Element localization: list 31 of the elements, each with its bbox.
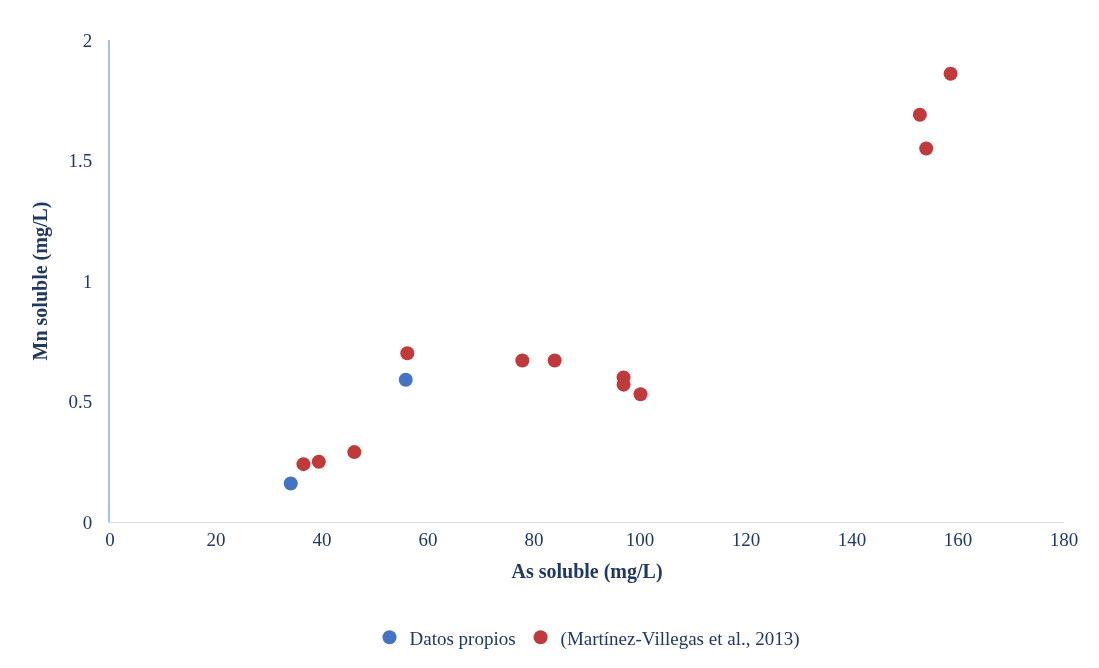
x-tick-label: 120: [731, 528, 761, 550]
point: [943, 66, 958, 81]
x-tick-label: 160: [943, 528, 973, 550]
point: [296, 457, 311, 472]
legend-label: (Martínez-Villegas et al., 2013): [560, 627, 800, 650]
x-tick-label: 140: [837, 528, 867, 550]
x-tick-label: 60: [418, 528, 438, 550]
x-tick-label: 20: [206, 528, 226, 550]
point: [311, 454, 326, 469]
x-tick-label: 0: [105, 528, 115, 550]
point: [347, 445, 362, 460]
y-tick-label: 1: [82, 270, 93, 292]
y-axis-title: Mn soluble (mg/L): [29, 201, 53, 361]
x-tick-label: 100: [625, 528, 655, 550]
x-tick-label: 40: [312, 528, 332, 550]
point: [912, 107, 927, 122]
point: [547, 353, 562, 368]
x-tick-label: 180: [1049, 528, 1079, 550]
point: [633, 387, 648, 402]
point: [919, 141, 934, 156]
legend-label: Datos propios: [409, 627, 516, 649]
point: [398, 372, 413, 387]
point: [400, 346, 415, 361]
point: [515, 353, 530, 368]
x-axis-title: As soluble (mg/L): [511, 560, 663, 584]
y-tick-label: 0: [82, 511, 93, 533]
y-tick-label: 2: [82, 29, 93, 51]
y-tick-label: 0.5: [68, 391, 93, 413]
point: [283, 476, 298, 491]
y-tick-label: 1.5: [68, 150, 93, 172]
x-tick-label: 80: [524, 528, 544, 550]
